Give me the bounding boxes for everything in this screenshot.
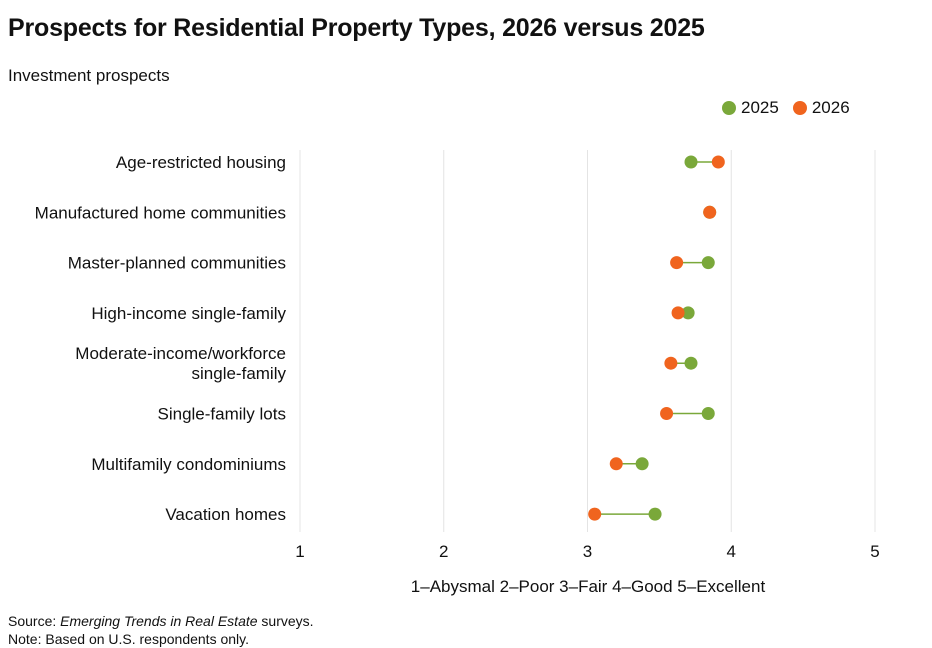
legend-swatch-2025: [722, 101, 736, 115]
dot-2026: [711, 155, 725, 169]
source-title: Emerging Trends in Real Estate: [60, 613, 258, 629]
dot-2026: [703, 205, 717, 219]
x-tick-label: 3: [583, 542, 592, 561]
category-label: Master-planned communities: [68, 254, 286, 273]
x-tick-label: 4: [727, 542, 736, 561]
dot-2026: [671, 306, 685, 320]
dot-2026: [588, 507, 602, 521]
category-label: High-income single-family: [91, 304, 286, 323]
legend-label-2025: 2025: [741, 98, 779, 117]
legend: 2025 2026: [722, 98, 864, 118]
dot-2026: [670, 256, 684, 270]
footnote: Note: Based on U.S. respondents only.: [8, 631, 249, 647]
dot-2025: [684, 155, 698, 169]
dot-2026: [660, 407, 674, 420]
dot-2025: [684, 356, 698, 370]
category-label: single-family: [192, 364, 287, 383]
chart-subtitle: Investment prospects: [8, 66, 170, 85]
legend-label-2026: 2026: [811, 98, 850, 117]
dot-2025: [701, 256, 715, 270]
dot-2026: [664, 356, 678, 370]
source-suffix: surveys.: [257, 613, 314, 629]
x-tick-label: 2: [439, 542, 448, 561]
category-label: Age-restricted housing: [116, 153, 286, 172]
dot-2025: [701, 407, 715, 420]
chart-title: Prospects for Residential Property Types…: [8, 14, 705, 42]
x-axis-label: 1–Abysmal 2–Poor 3–Fair 4–Good 5–Excelle…: [411, 577, 766, 596]
dot-2025: [635, 457, 649, 471]
category-label: Multifamily condominiums: [91, 455, 286, 474]
source-note: Source: Emerging Trends in Real Estate s…: [8, 613, 314, 629]
source-prefix: Source:: [8, 613, 61, 629]
x-tick-label: 1: [295, 542, 304, 561]
category-label: Vacation homes: [165, 505, 286, 524]
dot-2025: [648, 507, 662, 521]
legend-item-2026: 2026: [792, 98, 850, 118]
dot-2025: [681, 306, 695, 320]
category-label: Moderate-income/workforce: [75, 344, 286, 363]
category-label: Manufactured home communities: [35, 203, 286, 222]
legend-swatch-2026: [792, 101, 807, 115]
category-label: Single-family lots: [158, 405, 287, 424]
dot-2026: [609, 457, 623, 471]
x-tick-label: 5: [870, 542, 879, 561]
legend-item-2025: 2025: [722, 98, 779, 118]
